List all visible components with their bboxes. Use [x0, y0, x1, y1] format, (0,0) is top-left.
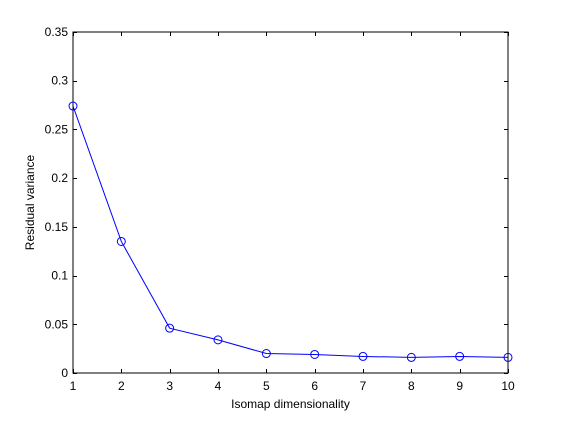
x-tick-label: 9: [456, 379, 463, 393]
data-point: [213, 335, 223, 345]
x-tick-label: 5: [263, 379, 270, 393]
x-tick-label: 1: [70, 379, 77, 393]
y-tick-label: 0.05: [45, 317, 69, 331]
tick-labels: 1 2 3 4 5 6 7 8 9 10 0 0.05 0.1 0.15 0.2 0.25 0.3 0.35: [45, 25, 515, 393]
x-tick-label: 10: [501, 379, 515, 393]
series-line: [72, 105, 509, 358]
axes: [72, 31, 509, 374]
y-tick-label: 0.3: [51, 74, 68, 88]
data-point: [261, 349, 271, 359]
data-point: [165, 323, 175, 333]
y-axis-label: Residual variance: [23, 154, 37, 250]
series-layer: [68, 101, 513, 362]
y-tick-label: 0.1: [51, 269, 68, 283]
data-point: [68, 101, 78, 111]
data-point: [116, 236, 126, 246]
data-point: [503, 352, 513, 362]
y-tick-label: 0.15: [45, 220, 69, 234]
data-point: [358, 351, 368, 361]
axes-box: [72, 31, 509, 374]
y-tick-label: 0.25: [45, 122, 69, 136]
x-tick-label: 3: [166, 379, 173, 393]
data-point: [455, 351, 465, 361]
x-axis-label: Isomap dimensionality: [231, 397, 350, 411]
x-tick-label: 4: [215, 379, 222, 393]
data-point: [310, 349, 320, 359]
data-point: [406, 352, 416, 362]
plot-area: [73, 32, 508, 373]
x-tick-label: 2: [118, 379, 125, 393]
x-tick-label: 8: [408, 379, 415, 393]
y-tick-label: 0.35: [45, 25, 69, 39]
y-tick-label: 0.2: [51, 171, 68, 185]
y-tick-label: 0: [61, 366, 68, 380]
x-tick-label: 7: [360, 379, 367, 393]
x-tick-label: 6: [311, 379, 318, 393]
